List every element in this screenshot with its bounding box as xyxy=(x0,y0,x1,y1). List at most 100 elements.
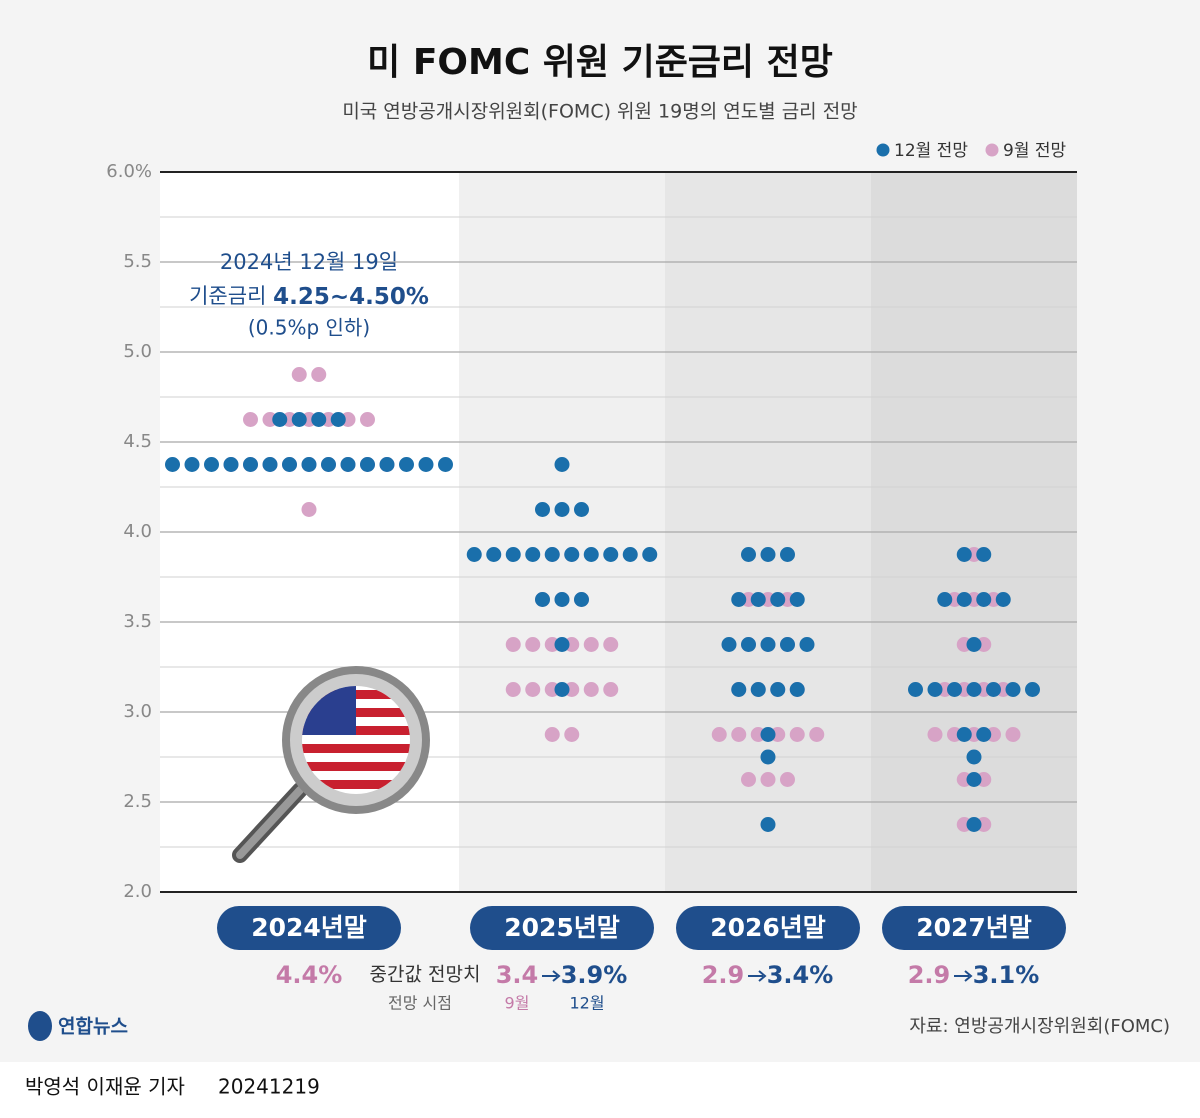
y-tick-label: 3.5 xyxy=(123,611,152,632)
category-pill xyxy=(676,906,860,950)
dot xyxy=(908,682,923,697)
dot xyxy=(554,457,570,472)
dot xyxy=(956,592,972,607)
dot xyxy=(583,547,599,562)
y-tick-label: 5.0 xyxy=(123,341,152,362)
timing-title: 전망 시점 xyxy=(388,994,452,1013)
legend-marker xyxy=(985,143,999,157)
timing-dec: 12월 xyxy=(569,994,604,1013)
dot xyxy=(360,412,375,427)
dot xyxy=(937,592,953,607)
dot xyxy=(554,682,570,697)
dot xyxy=(642,547,658,562)
y-tick-label: 5.5 xyxy=(123,251,152,272)
dot xyxy=(711,727,727,742)
dot xyxy=(995,592,1011,607)
median-arrow-head xyxy=(552,970,561,982)
source: 자료: 연방공개시장위원회(FOMC) xyxy=(909,1016,1170,1037)
dot xyxy=(966,682,982,697)
dot xyxy=(1025,682,1040,697)
category-pill xyxy=(882,906,1066,950)
dot xyxy=(525,682,541,697)
dot xyxy=(721,637,737,652)
dot xyxy=(750,682,766,697)
dot xyxy=(301,502,317,517)
dot xyxy=(966,817,982,832)
y-tick-label: 3.0 xyxy=(123,701,152,722)
median-dec: 3.9% xyxy=(561,961,628,989)
magnifier-icon xyxy=(232,666,430,863)
median-sep: 3.4 xyxy=(496,961,539,989)
dot xyxy=(330,412,346,427)
category-pill xyxy=(470,906,654,950)
dot xyxy=(505,547,521,562)
median-arrow-head xyxy=(758,970,767,982)
dot xyxy=(311,367,327,382)
dot xyxy=(986,682,1001,697)
dot xyxy=(1005,727,1021,742)
dot xyxy=(789,682,805,697)
annotation-rate-value: 4.25~4.50% xyxy=(273,284,429,310)
legend-marker xyxy=(876,143,890,157)
dot xyxy=(966,772,982,787)
dot xyxy=(525,637,541,652)
dot xyxy=(418,457,434,472)
dot xyxy=(438,457,453,472)
x-tick-label: 2026년말 xyxy=(710,913,826,942)
dot xyxy=(223,457,239,472)
x-tick-label: 2025년말 xyxy=(504,913,620,942)
dot xyxy=(770,682,786,697)
dot xyxy=(184,457,200,472)
dot xyxy=(243,457,258,472)
dot xyxy=(262,457,278,472)
dot xyxy=(243,412,258,427)
dot xyxy=(741,547,756,562)
median-sep: 4.4% xyxy=(276,961,343,989)
dot xyxy=(204,457,219,472)
dot xyxy=(956,727,972,742)
dot xyxy=(535,592,550,607)
y-tick-label: 2.0 xyxy=(123,881,152,902)
dot xyxy=(1005,682,1021,697)
dot xyxy=(799,637,815,652)
dot xyxy=(301,457,317,472)
dot xyxy=(780,637,795,652)
dot xyxy=(770,592,786,607)
dot xyxy=(466,547,482,562)
dot xyxy=(760,749,776,765)
dot xyxy=(741,772,756,787)
dot xyxy=(603,637,619,652)
dot xyxy=(544,727,560,742)
dot xyxy=(956,547,972,562)
dot xyxy=(809,727,825,742)
dot xyxy=(564,727,580,742)
dot xyxy=(741,637,756,652)
dot xyxy=(966,749,982,765)
median-arrow-head xyxy=(964,970,973,982)
dot xyxy=(291,367,307,382)
annotation-rate-label: 기준금리 xyxy=(189,284,266,308)
subtitle: 미국 연방공개시장위원회(FOMC) 위원 19명의 연도별 금리 전망 xyxy=(342,101,857,123)
y-tick-label: 4.5 xyxy=(123,431,152,452)
dot xyxy=(731,727,747,742)
legend-label: 12월 전망 xyxy=(894,141,968,161)
dot xyxy=(750,592,766,607)
timing-sep: 9월 xyxy=(505,994,530,1013)
dot xyxy=(583,682,599,697)
median-sep: 2.9 xyxy=(702,961,745,989)
dot xyxy=(976,592,992,607)
dot xyxy=(535,502,550,517)
y-tick-label: 6.0% xyxy=(106,161,152,182)
y-tick-label: 2.5 xyxy=(123,791,152,812)
dot xyxy=(927,682,943,697)
dot xyxy=(554,592,570,607)
dot xyxy=(780,772,795,787)
dot xyxy=(731,592,747,607)
dot xyxy=(574,592,589,607)
dot xyxy=(291,412,307,427)
dot xyxy=(340,457,356,472)
annotation-note: (0.5%p 인하) xyxy=(248,316,370,340)
median-dec: 3.1% xyxy=(973,961,1040,989)
dot xyxy=(622,547,638,562)
